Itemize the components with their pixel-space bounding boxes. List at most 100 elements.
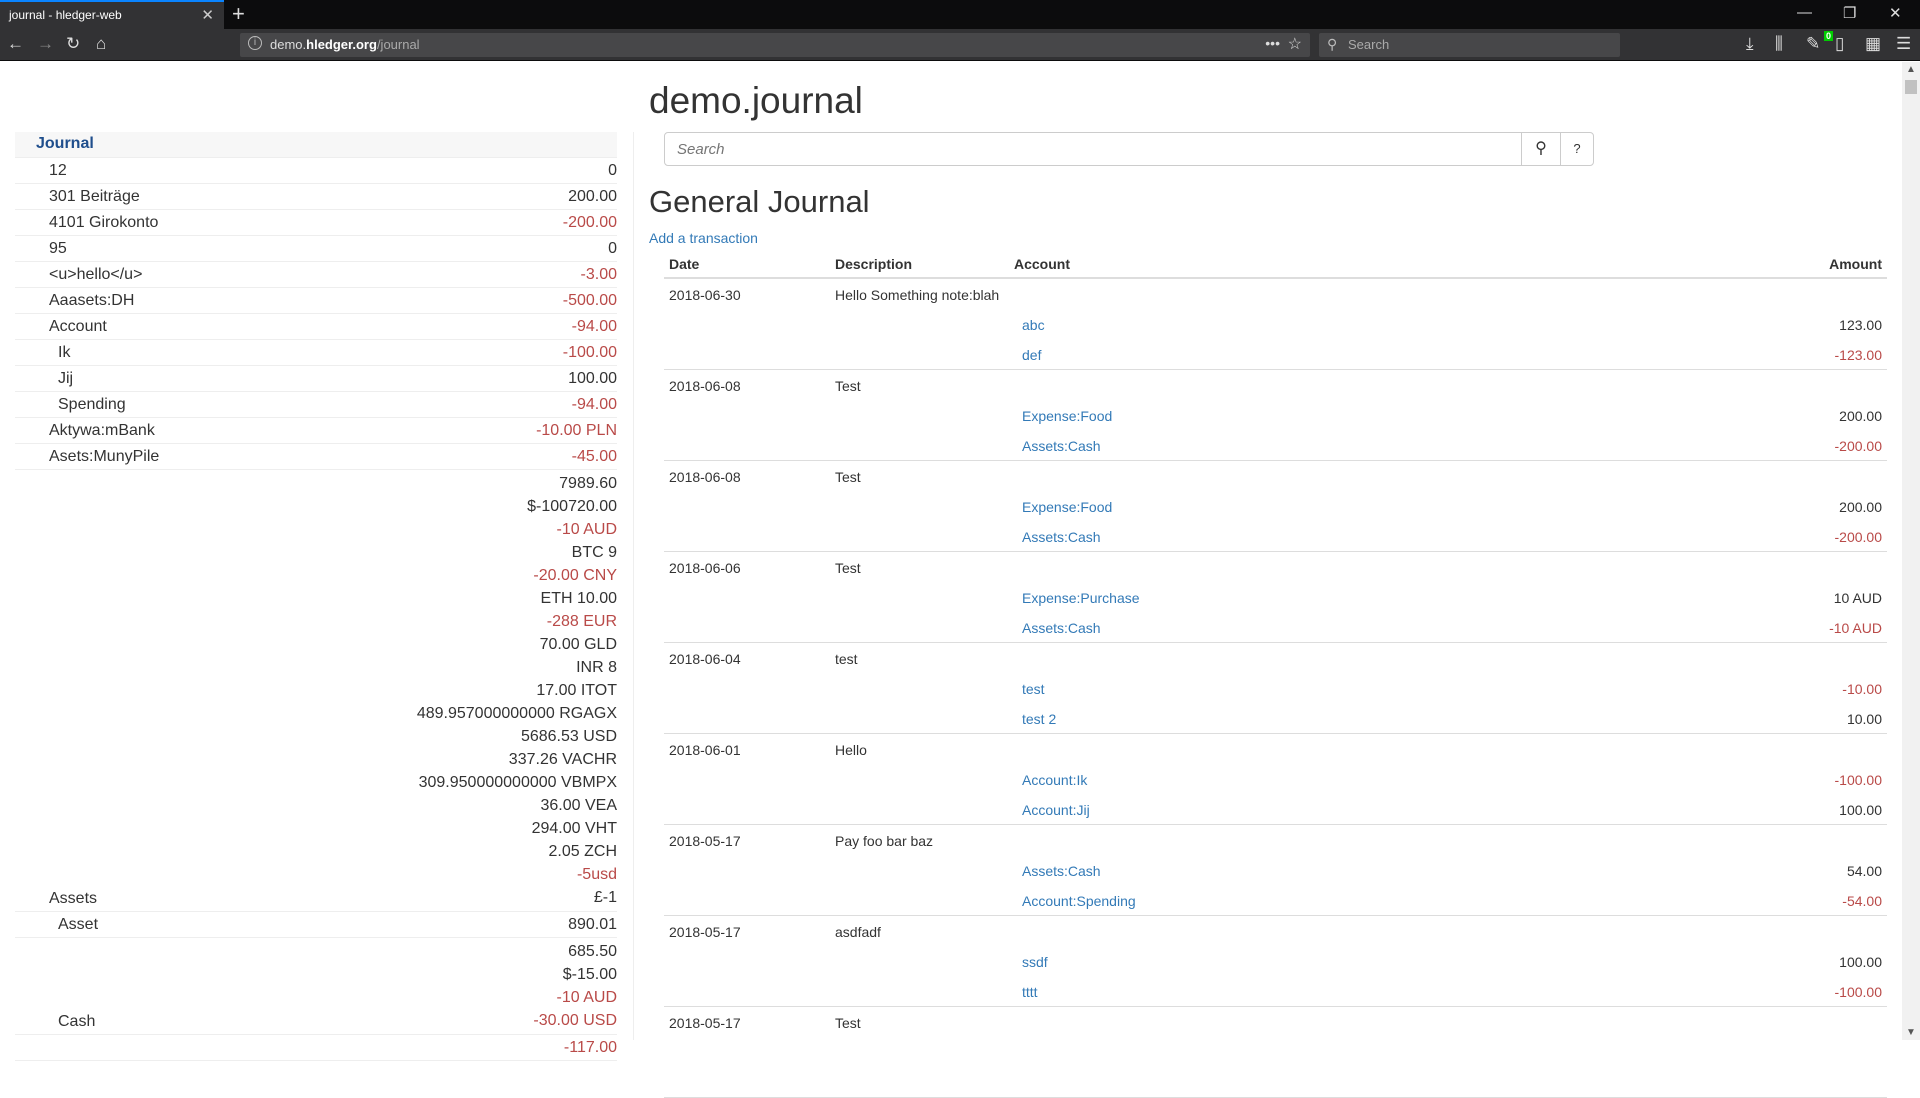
account-name[interactable]: Jij: [58, 370, 74, 387]
posting-account-link[interactable]: Assets:Cash: [1022, 863, 1101, 879]
info-icon[interactable]: i: [248, 36, 262, 50]
back-icon[interactable]: ←: [7, 34, 24, 53]
new-tab-icon[interactable]: +: [232, 1, 245, 26]
account-name[interactable]: Aaasets:DH: [49, 292, 135, 309]
sidebar-account-row[interactable]: Asset 890.01: [15, 912, 617, 938]
posting-amount: 100.00: [1839, 954, 1882, 970]
extension-icon[interactable]: ✎: [1806, 34, 1821, 53]
forward-icon[interactable]: →: [37, 34, 54, 53]
sidebar-account-row[interactable]: Ik -100.00: [15, 340, 617, 366]
sidebar-account-row[interactable]: Account -94.00: [15, 314, 617, 340]
close-window-icon[interactable]: ✕: [1889, 5, 1902, 22]
posting-row: Assets:Cash -10 AUD: [664, 620, 1887, 640]
restore-icon[interactable]: ❐: [1843, 5, 1857, 22]
transaction-date: 2018-06-08: [669, 469, 741, 485]
transaction-date: 2018-06-06: [669, 560, 741, 576]
browser-tab[interactable]: journal - hledger-web ✕: [0, 0, 224, 29]
account-name[interactable]: Cash: [58, 1013, 96, 1030]
sidebar-account-row[interactable]: -117.00: [15, 1035, 617, 1061]
account-name[interactable]: 12: [49, 162, 67, 179]
posting-row: Account:Jij 100.00: [664, 802, 1887, 822]
sidebar-account-row[interactable]: 4101 Girokonto -200.00: [15, 210, 617, 236]
posting-account-link[interactable]: tttt: [1022, 984, 1038, 1000]
posting-amount: 200.00: [1839, 499, 1882, 515]
more-icon[interactable]: •••: [1265, 35, 1280, 51]
posting-amount: -200.00: [1834, 438, 1882, 454]
sidebar-account-row[interactable]: 12 0: [15, 158, 617, 184]
account-balance: -500.00: [563, 290, 617, 311]
posting-account-link[interactable]: test 2: [1022, 711, 1057, 727]
sidebar-account-row[interactable]: Aktywa:mBank -10.00 PLN: [15, 418, 617, 444]
bookmark-star-icon[interactable]: ☆: [1287, 36, 1302, 53]
account-name[interactable]: Aktywa:mBank: [49, 422, 155, 439]
sidebar-account-row[interactable]: <u>hello</u> -3.00: [15, 262, 617, 288]
sidebar-account-row[interactable]: Spending -94.00: [15, 392, 617, 418]
posting-account-link[interactable]: Assets:Cash: [1022, 438, 1101, 454]
minimize-icon[interactable]: —: [1797, 4, 1812, 21]
scrollbar[interactable]: ▲ ▼: [1902, 62, 1920, 1040]
account-name[interactable]: 95: [49, 240, 67, 257]
posting-account-link[interactable]: Expense:Purchase: [1022, 590, 1140, 606]
close-tab-icon[interactable]: ✕: [201, 7, 214, 24]
posting-row: Assets:Cash -200.00: [664, 438, 1887, 458]
posting-account-link[interactable]: Account:Jij: [1022, 802, 1090, 818]
sidebar-account-row[interactable]: Cash 685.50 $-15.00 -10 AUD -30.00 USD: [15, 938, 617, 1035]
posting-account-link[interactable]: def: [1022, 347, 1042, 363]
posting-account-link[interactable]: Account:Ik: [1022, 772, 1088, 788]
menu-icon[interactable]: ☰: [1896, 34, 1912, 53]
help-button[interactable]: ?: [1560, 133, 1593, 165]
scroll-thumb[interactable]: [1905, 80, 1917, 94]
search-input[interactable]: [665, 133, 1521, 165]
transaction-header: 2018-05-17 asdfadf: [664, 924, 1887, 944]
sidebar-account-row[interactable]: Asets:MunyPile -45.00: [15, 444, 617, 470]
sidebar-account-row[interactable]: 95 0: [15, 236, 617, 262]
download-icon[interactable]: ⤓: [1746, 34, 1754, 53]
sidebar-account-row[interactable]: Assets 7989.60 $-100720.00 -10 AUD BTC 9 -20.…: [15, 470, 617, 912]
sidebar-toggle-icon[interactable]: ▯: [1835, 34, 1845, 53]
web-search-box[interactable]: ⚲ Search: [1319, 33, 1620, 57]
sidebar-journal-link[interactable]: Journal: [15, 132, 617, 158]
account-balance: -117.00: [564, 1037, 617, 1058]
account-balance: 0: [608, 160, 617, 181]
balance-amount: 337.26 VACHR: [508, 751, 617, 768]
account-name[interactable]: Assets: [49, 890, 98, 907]
posting-account-link[interactable]: Expense:Food: [1022, 499, 1113, 515]
sidebar-account-row[interactable]: Aaasets:DH -500.00: [15, 288, 617, 314]
account-name[interactable]: Spending: [58, 396, 126, 413]
add-transaction-link[interactable]: Add a transaction: [649, 230, 758, 246]
account-name[interactable]: Asset: [58, 916, 99, 933]
balance-amount: 294.00 VHT: [531, 820, 617, 837]
account-name[interactable]: <u>hello</u>: [49, 266, 143, 283]
balance-amount: -288 EUR: [546, 613, 617, 630]
posting-account-link[interactable]: Assets:Cash: [1022, 529, 1101, 545]
account-name[interactable]: 4101 Girokonto: [49, 214, 159, 231]
posting-row: Expense:Food 200.00: [664, 408, 1887, 428]
home-icon[interactable]: ⌂: [96, 34, 107, 53]
search-form: ⚲ ?: [664, 132, 1594, 166]
reload-icon[interactable]: ↻: [66, 34, 81, 53]
account-name[interactable]: Account: [49, 318, 107, 335]
account-name[interactable]: Asets:MunyPile: [49, 448, 160, 465]
account-balance: -100.00: [563, 342, 617, 363]
search-button[interactable]: ⚲: [1521, 133, 1560, 165]
scroll-up-icon[interactable]: ▲: [1906, 64, 1916, 75]
posting-account-link[interactable]: ssdf: [1022, 954, 1048, 970]
account-name[interactable]: Ik: [58, 344, 71, 361]
containers-icon[interactable]: ▦: [1865, 34, 1882, 53]
posting-account-link[interactable]: Assets:Cash: [1022, 620, 1101, 636]
posting-row: test 2 10.00: [664, 711, 1887, 731]
posting-amount: 200.00: [1839, 408, 1882, 424]
posting-account-link[interactable]: test: [1022, 681, 1045, 697]
balance-amount: 5686.53 USD: [520, 728, 617, 745]
scroll-down-icon[interactable]: ▼: [1906, 1027, 1916, 1038]
library-icon[interactable]: ⫼: [1775, 34, 1783, 53]
balance-amount: ETH 10.00: [540, 590, 617, 607]
sidebar-account-row[interactable]: 301 Beiträge 200.00: [15, 184, 617, 210]
balance-amount: -94.00: [571, 318, 617, 335]
url-bar[interactable]: i demo.hledger.org/journal ••• ☆: [240, 33, 1310, 57]
posting-account-link[interactable]: Expense:Food: [1022, 408, 1113, 424]
sidebar-account-row[interactable]: Jij 100.00: [15, 366, 617, 392]
posting-account-link[interactable]: Account:Spending: [1022, 893, 1136, 909]
posting-account-link[interactable]: abc: [1022, 317, 1045, 333]
account-name[interactable]: 301 Beiträge: [49, 188, 140, 205]
